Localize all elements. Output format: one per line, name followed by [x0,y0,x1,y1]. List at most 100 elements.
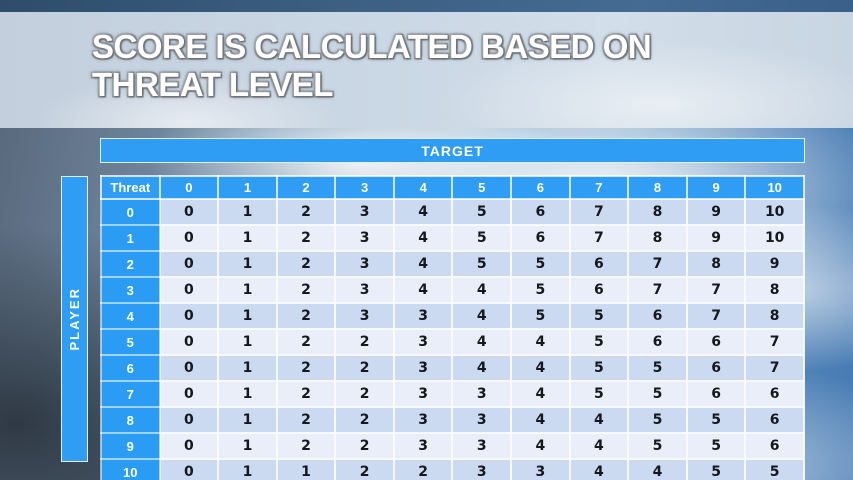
score-cell: 5 [685,406,747,434]
score-cell: 0 [158,380,220,408]
column-header-8: 8 [627,175,688,200]
score-cell: 2 [334,432,395,460]
score-cell: 4 [510,406,571,434]
score-cell: 2 [334,458,395,480]
row-label-threat-3: 3 [100,276,161,304]
score-cell: 9 [685,198,747,226]
column-header-4: 4 [392,175,454,200]
score-cell: 6 [685,380,747,408]
score-cell: 4 [392,224,454,252]
score-cell: 7 [744,354,805,382]
score-cell: 4 [451,328,513,356]
column-header-3: 3 [334,175,395,200]
score-cell: 2 [275,302,337,330]
score-cell: 5 [568,354,630,382]
score-cell: 2 [275,380,337,408]
score-cell: 0 [158,224,220,252]
score-cell: 2 [334,380,395,408]
score-cell: 3 [451,380,513,408]
score-cell: 2 [392,458,454,480]
score-cell: 5 [451,198,513,226]
score-cell: 5 [568,302,630,330]
score-cell: 0 [158,250,220,278]
row-label-threat-7: 7 [100,380,161,408]
row-label-threat-9: 9 [100,432,161,460]
score-cell: 1 [217,458,278,480]
score-cell: 1 [217,354,278,382]
player-label: PLAYER [67,287,82,351]
target-label: TARGET [421,142,484,159]
score-cell: 5 [627,380,688,408]
score-cell: 4 [568,432,630,460]
score-cell: 7 [627,276,688,304]
score-cell: 2 [275,224,337,252]
column-header-7: 7 [568,175,630,200]
score-cell: 3 [392,302,454,330]
score-cell: 2 [275,406,337,434]
score-cell: 1 [217,276,278,304]
score-cell: 1 [217,328,278,356]
slide-title: SCORE IS CALCULATED BASED ON THREAT LEVE… [92,28,652,103]
score-cell: 10 [744,198,805,226]
score-table-body: Threat 0 1 2 3 4 5 6 7 8 9 10 0 0 1 2 3 4 5 6 7 8 9 10 1 0 1 2 3 4 5… [100,175,805,480]
score-cell: 0 [158,458,220,480]
table-row: 10 0 1 1 2 2 3 3 4 4 5 5 [100,458,805,480]
table-row: 1 0 1 2 3 4 5 6 7 8 9 10 [100,224,805,252]
score-cell: 6 [510,224,571,252]
column-header-9: 9 [685,175,747,200]
row-label-threat-6: 6 [100,354,161,382]
row-label-threat-0: 0 [100,198,161,226]
score-cell: 3 [392,380,454,408]
score-cell: 5 [451,250,513,278]
column-header-0: 0 [158,175,220,200]
score-cell: 7 [685,302,747,330]
column-header-2: 2 [275,175,337,200]
score-cell: 3 [392,328,454,356]
score-cell: 5 [510,276,571,304]
score-cell: 4 [510,328,571,356]
row-label-threat-10: 10 [100,458,161,480]
row-label-threat-8: 8 [100,406,161,434]
score-cell: 3 [451,458,513,480]
score-cell: 3 [392,406,454,434]
score-cell: 5 [451,224,513,252]
score-cell: 5 [744,458,805,480]
column-header-1: 1 [217,175,278,200]
score-cell: 3 [334,276,395,304]
score-cell: 6 [685,328,747,356]
score-cell: 2 [334,406,395,434]
score-cell: 7 [627,250,688,278]
score-cell: 1 [217,302,278,330]
score-cell: 3 [392,432,454,460]
score-cell: 6 [744,406,805,434]
score-cell: 1 [275,458,337,480]
score-cell: 5 [685,458,747,480]
score-cell: 0 [158,302,220,330]
score-cell: 1 [217,380,278,408]
score-cell: 3 [451,432,513,460]
score-cell: 0 [158,276,220,304]
score-cell: 3 [392,354,454,382]
score-cell: 7 [568,224,630,252]
score-cell: 0 [158,406,220,434]
score-cell: 3 [451,406,513,434]
score-cell: 5 [627,406,688,434]
score-cell: 4 [451,354,513,382]
score-cell: 7 [568,198,630,226]
column-header-10: 10 [744,175,805,200]
score-cell: 0 [158,354,220,382]
score-cell: 8 [744,276,805,304]
row-label-threat-4: 4 [100,302,161,330]
score-cell: 8 [627,198,688,226]
row-label-threat-5: 5 [100,328,161,356]
score-cell: 6 [510,198,571,226]
score-cell: 2 [275,354,337,382]
player-row-group-header: PLAYER [61,176,88,462]
